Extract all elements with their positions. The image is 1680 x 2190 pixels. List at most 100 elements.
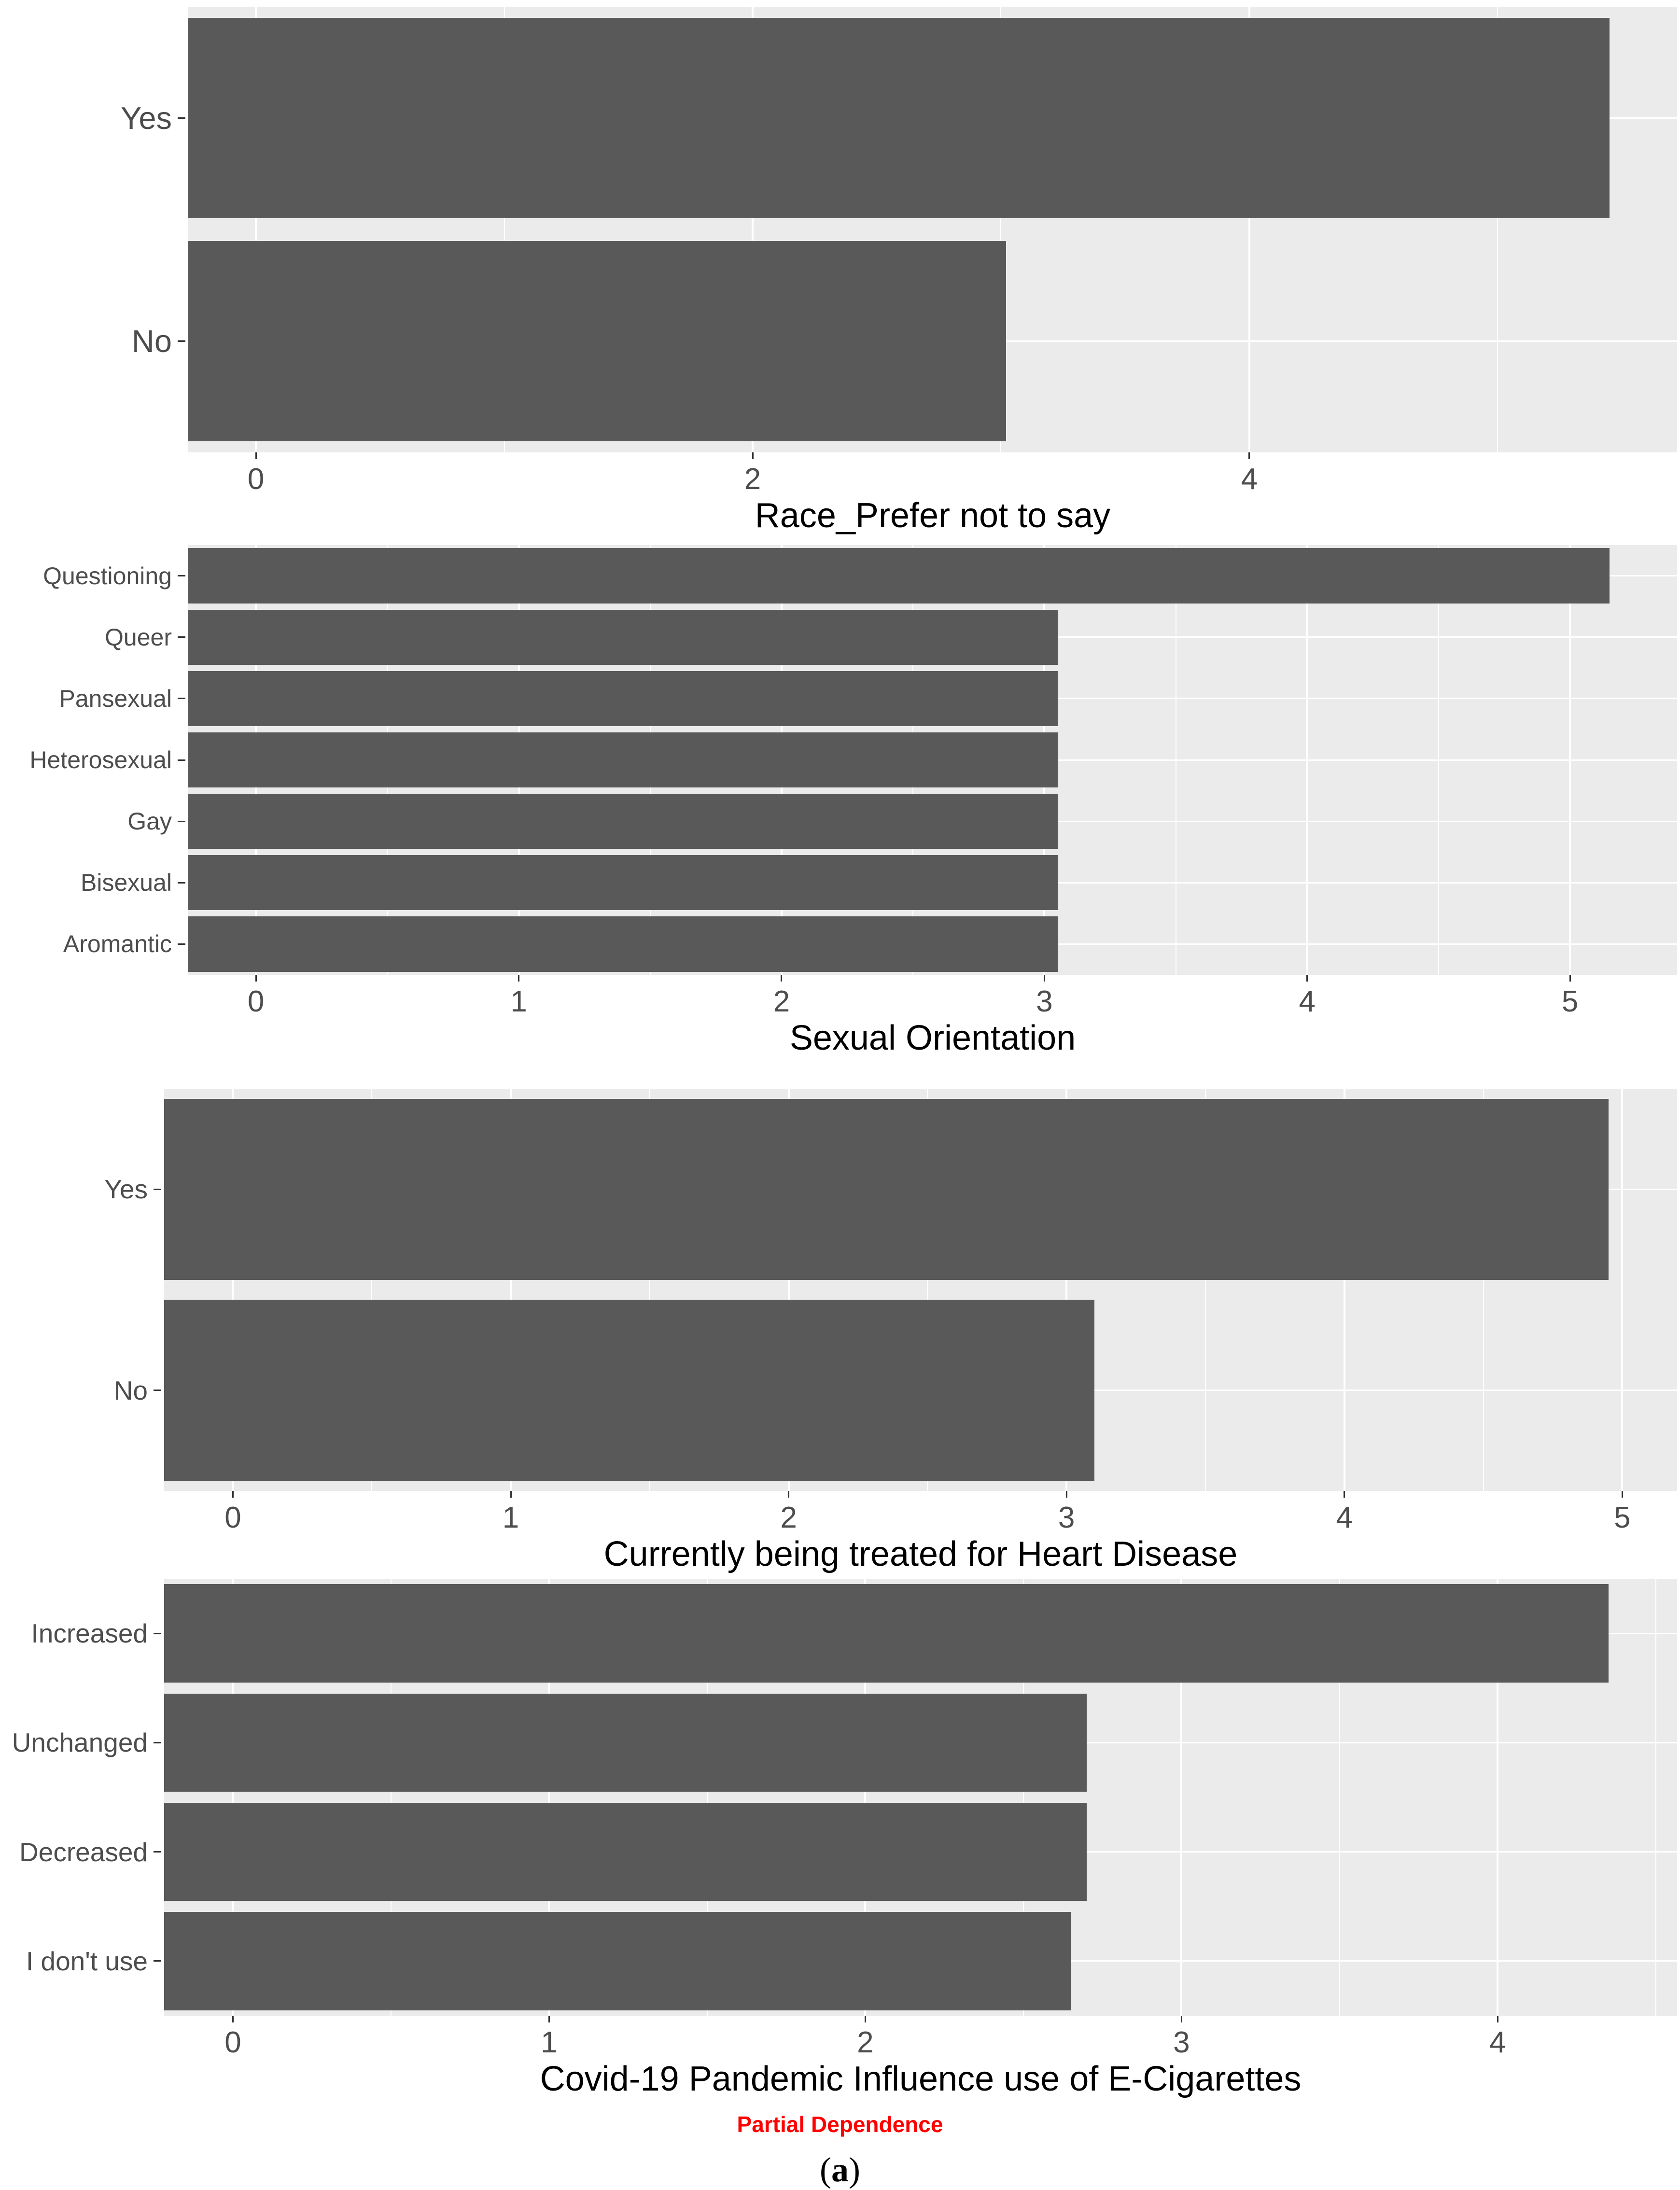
major-gridline [752, 7, 754, 452]
x-tick-mark [781, 975, 783, 982]
chart-heart-disease-treatment: Currently being treated for Heart Diseas… [0, 1089, 1680, 1578]
minor-gridline [504, 7, 505, 452]
y-axis-label: Yes [104, 1174, 148, 1205]
y-axis-label: No [131, 323, 172, 359]
x-axis-title: Covid-19 Pandemic Influence use of E-Cig… [540, 2060, 1302, 2098]
subfigure-caption: (a) [0, 2150, 1680, 2190]
bar-pansexual [188, 671, 1058, 727]
y-axis-label: Decreased [19, 1837, 148, 1867]
x-tick-label: 1 [510, 985, 527, 1018]
bar-unchanged [164, 1693, 1087, 1792]
x-tick-label: 2 [744, 463, 761, 496]
x-tick-mark [1621, 1491, 1623, 1498]
minor-gridline [706, 1579, 708, 2016]
x-tick-mark [1248, 452, 1250, 459]
bar-bisexual [188, 855, 1058, 911]
y-tick-mark [154, 1851, 161, 1853]
caption-close-paren: ) [849, 2150, 860, 2189]
minor-gridline [1204, 1089, 1206, 1491]
minor-gridline [390, 1579, 392, 2016]
y-axis-label: I don't use [26, 1946, 148, 1976]
bar-queer [188, 609, 1058, 665]
x-tick-mark [1043, 975, 1045, 982]
major-gridline [548, 1579, 550, 2016]
y-axis-label: Pansexual [59, 685, 172, 712]
y-tick-mark [178, 882, 185, 884]
plot-panel [164, 1089, 1677, 1491]
y-tick-mark [178, 820, 185, 822]
bar-i-don-t-use [164, 1912, 1071, 2010]
x-tick-label: 0 [224, 2026, 241, 2059]
x-tick-label: 4 [1336, 1501, 1353, 1534]
chart-sexual-orientation: Sexual Orientation Questioning Queer Panse… [0, 545, 1680, 1062]
y-tick-mark [154, 1632, 161, 1634]
bar-increased [164, 1584, 1609, 1683]
major-gridline [1343, 1089, 1345, 1491]
major-gridline [255, 7, 257, 452]
chart-race-prefer-not-to-say: Race_Prefer not to say Yes No 0 2 4 [0, 7, 1680, 539]
y-axis-label: Aromantic [63, 930, 172, 958]
minor-gridline [371, 1089, 373, 1491]
y-axis-label: No [113, 1375, 148, 1405]
minor-gridline [927, 1089, 928, 1491]
minor-gridline [1000, 7, 1002, 452]
y-axis-label: Queer [105, 623, 172, 651]
bar-yes [188, 18, 1610, 219]
minor-gridline [1022, 1579, 1024, 2016]
bar-gay [188, 793, 1058, 849]
minor-gridline [1497, 7, 1498, 452]
x-tick-mark [232, 2016, 234, 2022]
major-gridline [510, 1089, 512, 1491]
x-tick-mark [510, 1491, 512, 1498]
major-gridline [864, 1579, 867, 2016]
bar-no [164, 1300, 1094, 1481]
x-tick-mark [518, 975, 520, 982]
x-axis-title: Currently being treated for Heart Diseas… [603, 1535, 1238, 1573]
y-tick-mark [178, 943, 185, 945]
x-tick-label: 4 [1241, 463, 1258, 496]
y-tick-mark [154, 1741, 161, 1743]
x-tick-mark [788, 1491, 790, 1498]
x-tick-label: 3 [1173, 2026, 1190, 2059]
x-tick-mark [548, 2016, 550, 2022]
y-axis-label: Increased [31, 1618, 148, 1649]
y-tick-mark [178, 575, 185, 577]
plot-panel [164, 1579, 1677, 2016]
bar-decreased [164, 1802, 1087, 1901]
chart-covid-ecigarette-influence: Covid-19 Pandemic Influence use of E-Cig… [0, 1579, 1680, 2103]
y-tick-mark [154, 1960, 161, 1962]
y-axis-label: Heterosexual [29, 746, 172, 773]
x-tick-label: 0 [224, 1501, 241, 1534]
y-axis-label: Unchanged [12, 1727, 148, 1758]
x-tick-label: 1 [541, 2026, 558, 2059]
y-tick-mark [178, 340, 185, 342]
bar-heterosexual [188, 732, 1058, 788]
minor-gridline [1655, 1579, 1656, 2016]
y-axis-label: Bisexual [81, 869, 172, 897]
bar-aromantic [188, 916, 1058, 972]
x-tick-mark [255, 975, 257, 982]
minor-gridline [1339, 1579, 1340, 2016]
y-tick-mark [178, 698, 185, 700]
x-axis-title: Race_Prefer not to say [755, 496, 1111, 535]
y-axis-label: Gay [127, 808, 172, 835]
major-gridline [1621, 1089, 1624, 1491]
caption-open-paren: ( [820, 2150, 831, 2189]
x-tick-label: 3 [1036, 985, 1053, 1018]
y-tick-mark [154, 1390, 161, 1391]
bar-yes [164, 1098, 1609, 1280]
plot-panel [188, 7, 1677, 452]
minor-gridline [649, 1089, 650, 1491]
x-tick-label: 4 [1489, 2026, 1506, 2059]
x-tick-label: 0 [247, 985, 265, 1018]
x-tick-label: 2 [857, 2026, 874, 2059]
x-tick-label: 2 [773, 985, 790, 1018]
x-tick-label: 0 [247, 463, 265, 496]
y-axis-label: Questioning [43, 562, 172, 590]
x-tick-mark [232, 1491, 234, 1498]
x-tick-mark [255, 452, 257, 459]
y-tick-mark [154, 1188, 161, 1190]
y-tick-mark [178, 636, 185, 638]
plot-panel [188, 545, 1677, 975]
x-tick-mark [752, 452, 754, 459]
